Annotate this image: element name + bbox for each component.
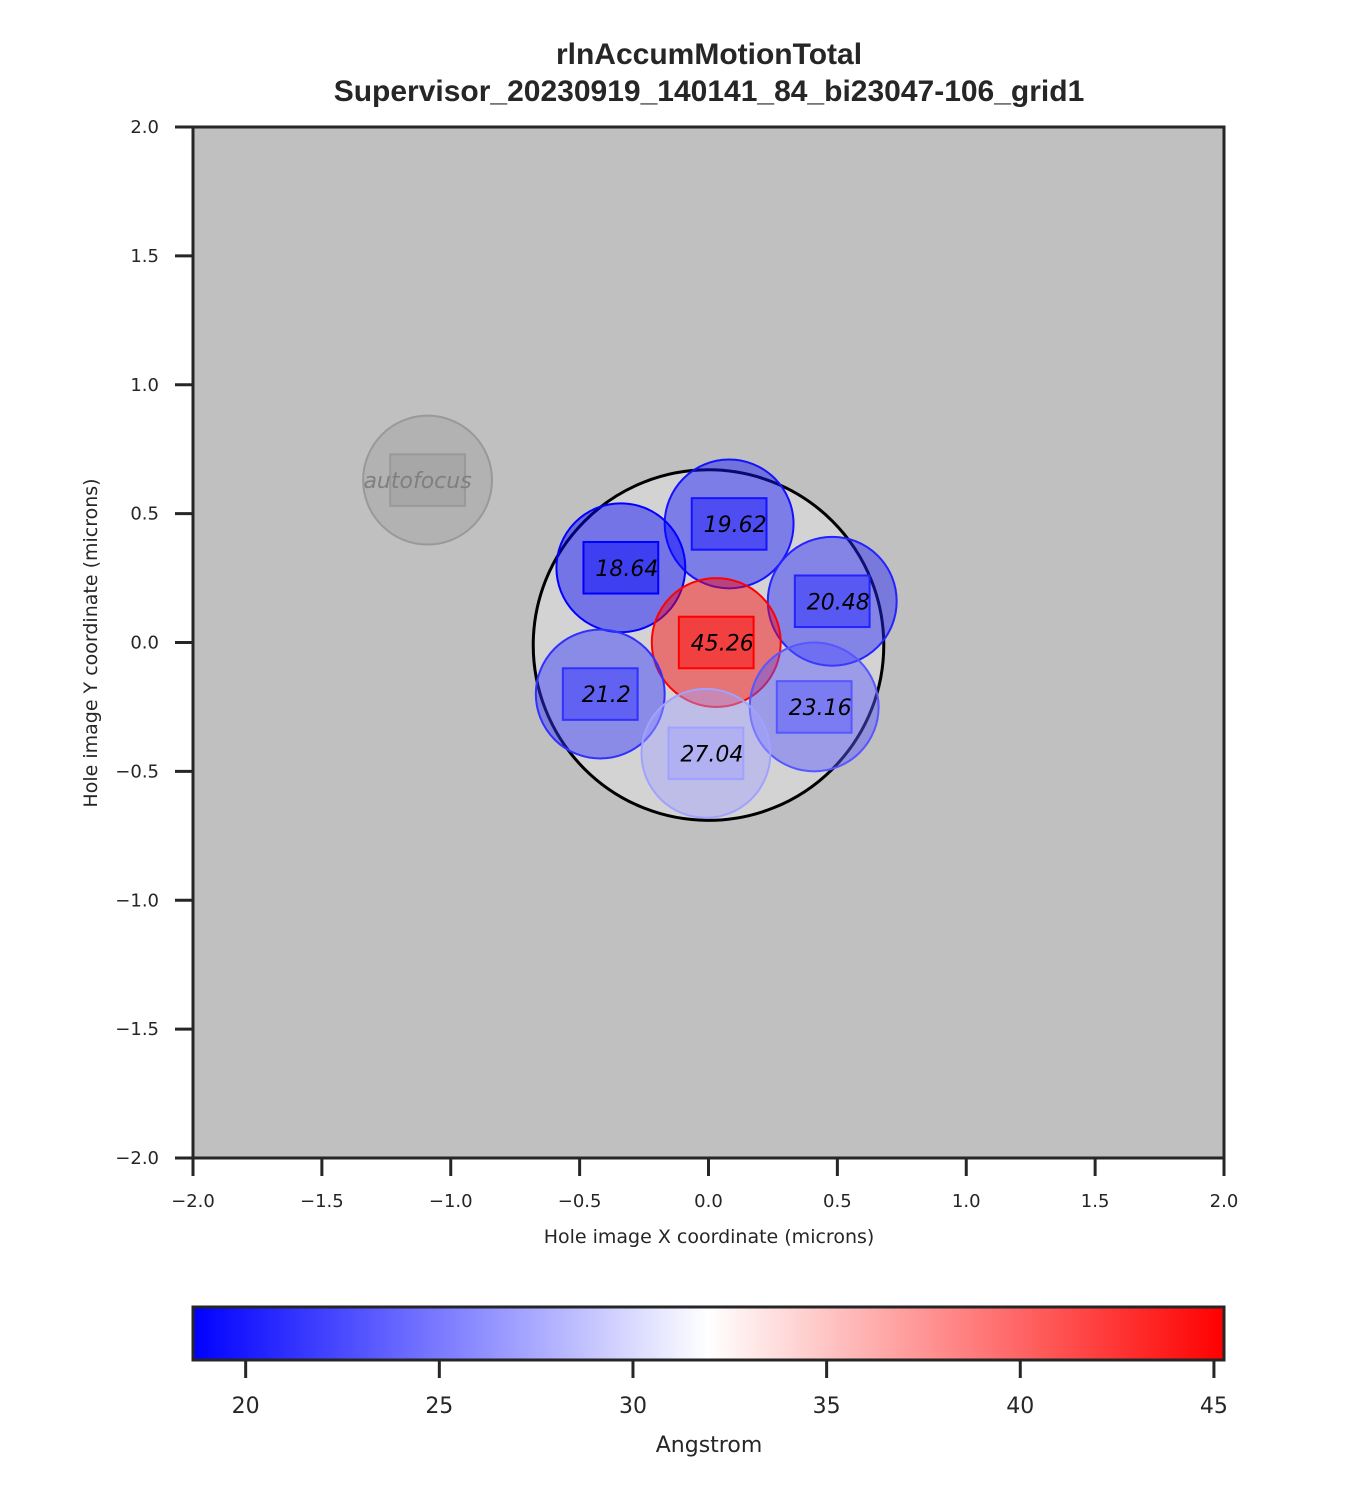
exposure-box (561, 667, 639, 721)
autofocus-label: autofocus (363, 469, 471, 494)
exposure-value-label: 23.16 (789, 696, 852, 721)
colorbar-tick-label: 35 (813, 1394, 841, 1419)
x-tick-label: −2.0 (171, 1191, 215, 1212)
x-tick-label: −1.0 (429, 1191, 473, 1212)
chart-title: rlnAccumMotionTotal (556, 38, 862, 71)
exposure-value-label: 45.26 (691, 632, 754, 657)
y-tick-label: 1.5 (130, 246, 159, 267)
colorbar-label: Angstrom (656, 1433, 763, 1458)
exposure-box (690, 497, 768, 551)
x-tick-label: 2.0 (1210, 1191, 1239, 1212)
colorbar-tick-label: 20 (232, 1394, 260, 1419)
exposure-box (775, 680, 853, 734)
exposure-circle (663, 458, 795, 590)
colorbar-ticks: 20 25 30 35 40 45 (232, 1360, 1228, 1419)
colorbar-tick-label: 25 (425, 1394, 453, 1419)
exposure-value-label: 21.2 (582, 683, 631, 708)
x-tick-label: 0.0 (694, 1191, 723, 1212)
y-tick-label: 0.5 (130, 504, 159, 525)
plot-marks: autofocus 19.62 18.64 20.48 45.26 21.2 23.16 27… (362, 414, 898, 822)
x-tick-label: 1.0 (952, 1191, 981, 1212)
y-tick-label: 0.0 (130, 633, 159, 654)
y-axis-label: Hole image Y coordinate (microns) (80, 478, 102, 807)
y-tick-label: −1.0 (115, 890, 159, 911)
y-tick-label: 2.0 (130, 117, 159, 138)
y-tick-label: −0.5 (115, 761, 159, 782)
y-axis-ticks: 2.0 1.5 1.0 0.5 0.0 −0.5 −1.0 −1.5 −2.0 (115, 117, 193, 1169)
y-tick-label: −2.0 (115, 1148, 159, 1169)
x-axis-label: Hole image X coordinate (microns) (544, 1226, 875, 1248)
exposure-value-label: 20.48 (807, 590, 870, 615)
autofocus-box (389, 453, 466, 507)
exposure-circle (640, 687, 772, 819)
exposure-box (793, 574, 871, 629)
colorbar (191, 1305, 1226, 1362)
y-tick-label: −1.5 (115, 1019, 159, 1040)
exposure-circle (534, 628, 666, 760)
chart-subtitle: Supervisor_20230919_140141_84_bi23047-10… (334, 75, 1085, 108)
x-axis-ticks: −2.0 −1.5 −1.0 −0.5 0.0 0.5 1.0 1.5 2.0 (171, 1158, 1238, 1212)
exposure-value-label: 27.04 (680, 742, 743, 767)
exposure-box (582, 540, 660, 595)
exposure-value-label: 19.62 (704, 513, 767, 538)
exposure-box (677, 615, 755, 670)
x-tick-label: −1.5 (300, 1191, 344, 1212)
x-tick-label: 0.5 (823, 1191, 852, 1212)
exposure-circle (650, 577, 782, 708)
colorbar-tick-label: 40 (1006, 1394, 1034, 1419)
colorbar-tick-label: 45 (1200, 1394, 1228, 1419)
exposure-circle (766, 535, 898, 667)
x-tick-label: 1.5 (1081, 1191, 1110, 1212)
y-tick-label: 1.0 (130, 375, 159, 396)
x-tick-label: −0.5 (558, 1191, 602, 1212)
exposure-value-label: 18.64 (595, 557, 658, 582)
colorbar-tick-label: 30 (619, 1394, 647, 1419)
exposure-box (667, 726, 745, 781)
